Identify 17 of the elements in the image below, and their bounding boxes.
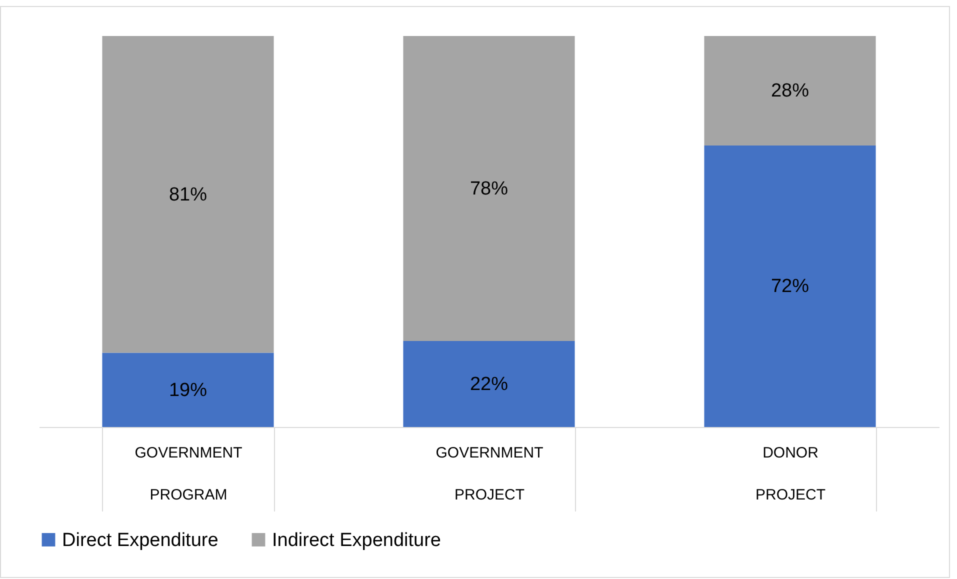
data-label: 78% — [470, 178, 508, 200]
data-label: 81% — [168, 184, 208, 206]
category-label: GOVERNMENT PROJECT — [436, 444, 544, 504]
category-label: DONOR PROJECT — [755, 444, 826, 504]
data-label: 19% — [168, 380, 208, 401]
data-label: 22% — [470, 374, 508, 395]
bar — [704, 145, 876, 427]
bar — [704, 36, 876, 146]
data-label: 28% — [770, 80, 810, 102]
data-label: 72% — [770, 276, 810, 298]
bar — [403, 340, 575, 427]
legend-label: Direct Expenditure — [62, 530, 218, 551]
bar — [403, 36, 575, 341]
bar — [102, 352, 274, 427]
category-label: GOVERNMENT PROGRAM — [134, 444, 242, 504]
legend-label: Indirect Expenditure — [272, 530, 441, 551]
bar — [102, 36, 274, 353]
